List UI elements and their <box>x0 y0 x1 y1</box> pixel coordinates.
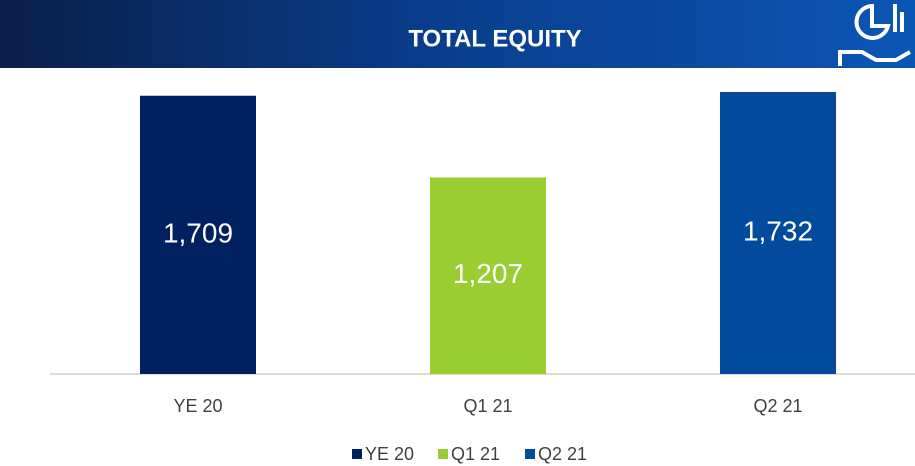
bar <box>140 95 256 374</box>
icon <box>838 3 911 66</box>
title-banner <box>0 0 915 68</box>
chart-title: TOTAL EQUITY <box>408 25 581 52</box>
bar <box>430 177 546 374</box>
x-tick-label: Q2 21 <box>753 396 802 416</box>
legend-swatch <box>438 449 448 459</box>
legend-swatch <box>352 449 362 459</box>
data-label: 1,207 <box>453 258 523 289</box>
data-label: 1,709 <box>163 217 233 248</box>
data-label: 1,732 <box>743 215 813 246</box>
x-tick-label: Q1 21 <box>463 396 512 416</box>
legend-label: Q2 21 <box>538 444 587 464</box>
legend-label: YE 20 <box>365 444 414 464</box>
legend-swatch <box>525 449 535 459</box>
bar <box>720 92 836 374</box>
legend-label: Q1 21 <box>451 444 500 464</box>
x-tick-label: YE 20 <box>173 396 222 416</box>
